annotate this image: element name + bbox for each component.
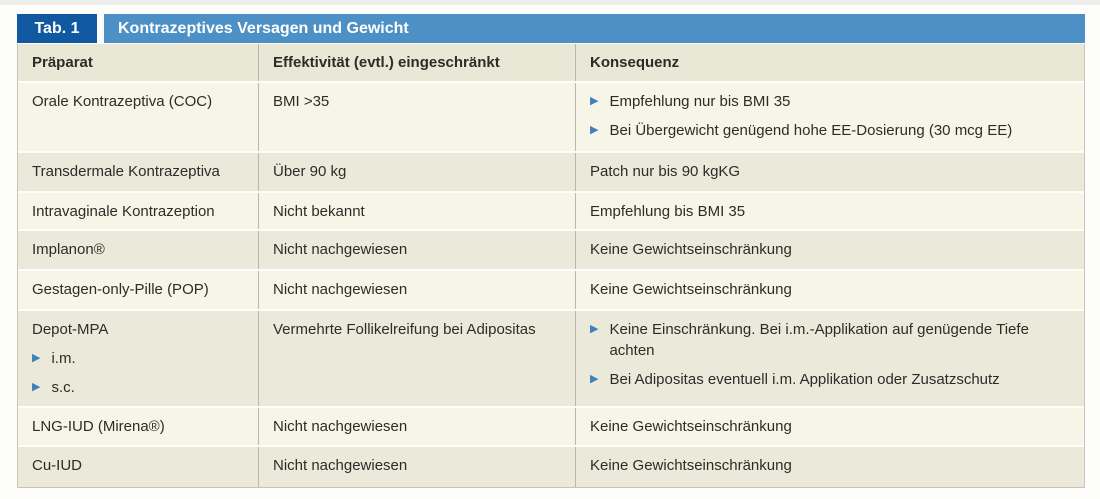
table-row: Implanon® Nicht nachgewiesen Keine Gewicht… [18, 231, 1084, 272]
bullet-text: Bei Adipositas eventuell i.m. Applikatio… [609, 370, 1000, 388]
praeparat-text: LNG-IUD (Mirena®) [32, 418, 165, 436]
effektivitaet-text: Nicht nachgewiesen [273, 281, 408, 299]
bullet-text: Bei Übergewicht genügend hohe EE-Dosieru… [609, 122, 1013, 140]
konsequenz-text: Empfehlung bis BMI 35 [590, 203, 746, 220]
bullet-item: ▶ Bei Übergewicht genügend hohe EE-Dosier… [590, 121, 1070, 141]
konsequenz-bullet-list: ▶ Keine Einschränkung. Bei i.m.-Applikati… [590, 320, 1070, 390]
konsequenz-text: Keine Gewichtseinschränkung [590, 281, 792, 299]
column-header-effektivitaet: Effektivität (evtl.) eingeschränkt [258, 44, 575, 81]
bullet-item: ▶ s.c. [32, 378, 244, 398]
table-title-row: Tab. 1 Kontrazeptives Versagen und Gewic… [17, 14, 1085, 43]
cell-konsequenz: ▶ Empfehlung nur bis BMI 35 ▶ Bei Übergewic… [575, 83, 1084, 151]
cell-effektivitaet: BMI >35 [258, 83, 575, 151]
cell-praeparat: Orale Kontrazeptiva (COC) [18, 83, 258, 151]
table-body: Orale Kontrazeptiva (COC) BMI >35 ▶ Empfehl… [18, 83, 1084, 487]
table-row: Cu-IUD Nicht nachgewiesen Keine Gewichtsei… [18, 446, 1084, 487]
bullet-text: s.c. [51, 378, 75, 396]
praeparat-text: Transdermale Kontrazeptiva [32, 163, 220, 180]
bullet-arrow-icon: ▶ [590, 372, 599, 385]
cell-effektivitaet: Nicht nachgewiesen [258, 271, 575, 310]
konsequenz-text: Keine Gewichtseinschränkung [590, 241, 792, 259]
konsequenz-bullet-list: ▶ Empfehlung nur bis BMI 35 ▶ Bei Übergewic… [590, 92, 1070, 142]
table-header-row: Präparat Effektivität (evtl.) eingeschrä… [18, 44, 1084, 83]
cell-konsequenz: Patch nur bis 90 kgKG [575, 153, 1084, 191]
konsequenz-text: Keine Gewichtseinschränkung [590, 456, 792, 474]
praeparat-bullet-list: ▶ i.m. ▶ s.c. [32, 349, 244, 399]
cell-effektivitaet: Vermehrte Follikelreifung bei Adipositas [258, 311, 575, 407]
table-row: Orale Kontrazeptiva (COC) BMI >35 ▶ Empfehl… [18, 83, 1084, 153]
column-header-praeparat: Präparat [32, 54, 93, 71]
praeparat-text: Depot-MPA [32, 321, 109, 339]
table-row: LNG-IUD (Mirena®) Nicht nachgewiesen Keine… [18, 408, 1084, 447]
bullet-arrow-icon: ▶ [32, 351, 41, 364]
cell-praeparat: Transdermale Kontrazeptiva [18, 153, 258, 191]
bullet-text: Keine Einschränkung. Bei i.m.-Applikatio… [609, 321, 1029, 359]
praeparat-text: Implanon® [32, 241, 105, 259]
bullet-item: ▶ Keine Einschränkung. Bei i.m.-Applikati… [590, 320, 1070, 361]
cell-konsequenz: Keine Gewichtseinschränkung [575, 271, 1084, 310]
effektivitaet-text: Über 90 kg [273, 163, 347, 180]
cell-praeparat: Depot-MPA ▶ i.m. ▶ s.c. [18, 311, 258, 406]
effektivitaet-text: Nicht nachgewiesen [273, 456, 408, 474]
title-gap [97, 14, 104, 43]
cell-praeparat: Gestagen-only-Pille (POP) [18, 271, 258, 309]
table-title: Kontrazeptives Versagen und Gewicht [104, 14, 1085, 43]
cell-effektivitaet: Nicht nachgewiesen [258, 408, 575, 445]
bullet-item: ▶ Bei Adipositas eventuell i.m. Applikati… [590, 370, 1070, 390]
cell-praeparat: Intravaginale Kontrazeption [18, 193, 258, 229]
cell-konsequenz: Keine Gewichtseinschränkung [575, 408, 1084, 445]
column-header-konsequenz: Konsequenz [575, 44, 1084, 81]
effektivitaet-text: Nicht nachgewiesen [273, 418, 408, 436]
table-row: Transdermale Kontrazeptiva Über 90 kg Patc… [18, 153, 1084, 193]
table-figure: Tab. 1 Kontrazeptives Versagen und Gewic… [17, 14, 1085, 488]
table-row: Gestagen-only-Pille (POP) Nicht nachgewie… [18, 271, 1084, 312]
table-row: Depot-MPA ▶ i.m. ▶ s.c. Vermehrte Follikelrei… [18, 311, 1084, 409]
bullet-arrow-icon: ▶ [590, 124, 599, 137]
cell-effektivitaet: Nicht nachgewiesen [258, 446, 575, 487]
bullet-item: ▶ i.m. [32, 349, 244, 369]
cell-praeparat: Implanon® [18, 231, 258, 269]
cell-konsequenz: Empfehlung bis BMI 35 [575, 193, 1084, 230]
cell-effektivitaet: Nicht bekannt [258, 193, 575, 230]
bullet-arrow-icon: ▶ [590, 323, 599, 336]
konsequenz-text: Patch nur bis 90 kgKG [590, 163, 741, 180]
cell-konsequenz: Keine Gewichtseinschränkung [575, 231, 1084, 270]
cell-praeparat: Cu-IUD [18, 447, 258, 487]
praeparat-text: Gestagen-only-Pille (POP) [32, 281, 209, 299]
praeparat-text: Orale Kontrazeptiva (COC) [32, 93, 213, 110]
cell-effektivitaet: Über 90 kg [258, 153, 575, 191]
cell-praeparat: LNG-IUD (Mirena®) [18, 408, 258, 444]
table: Präparat Effektivität (evtl.) eingeschrä… [17, 44, 1085, 488]
bullet-text: Empfehlung nur bis BMI 35 [609, 93, 791, 110]
cell-konsequenz: ▶ Keine Einschränkung. Bei i.m.-Applikati… [575, 311, 1084, 407]
praeparat-text: Intravaginale Kontrazeption [32, 203, 215, 220]
cell-effektivitaet: Nicht nachgewiesen [258, 231, 575, 270]
bullet-text: i.m. [51, 349, 76, 367]
table-row: Intravaginale Kontrazeption Nicht bekannt… [18, 193, 1084, 232]
page-edge [0, 0, 1100, 5]
effektivitaet-text: BMI >35 [273, 93, 330, 110]
effektivitaet-text: Nicht nachgewiesen [273, 241, 408, 259]
bullet-arrow-icon: ▶ [32, 380, 41, 393]
bullet-arrow-icon: ▶ [590, 95, 599, 107]
konsequenz-text: Keine Gewichtseinschränkung [590, 418, 792, 436]
bullet-item: ▶ Empfehlung nur bis BMI 35 [590, 92, 1070, 112]
effektivitaet-text: Vermehrte Follikelreifung bei Adipositas [273, 321, 536, 339]
effektivitaet-text: Nicht bekannt [273, 203, 365, 220]
table-label: Tab. 1 [17, 14, 97, 43]
praeparat-text: Cu-IUD [32, 456, 83, 474]
cell-konsequenz: Keine Gewichtseinschränkung [575, 446, 1084, 487]
